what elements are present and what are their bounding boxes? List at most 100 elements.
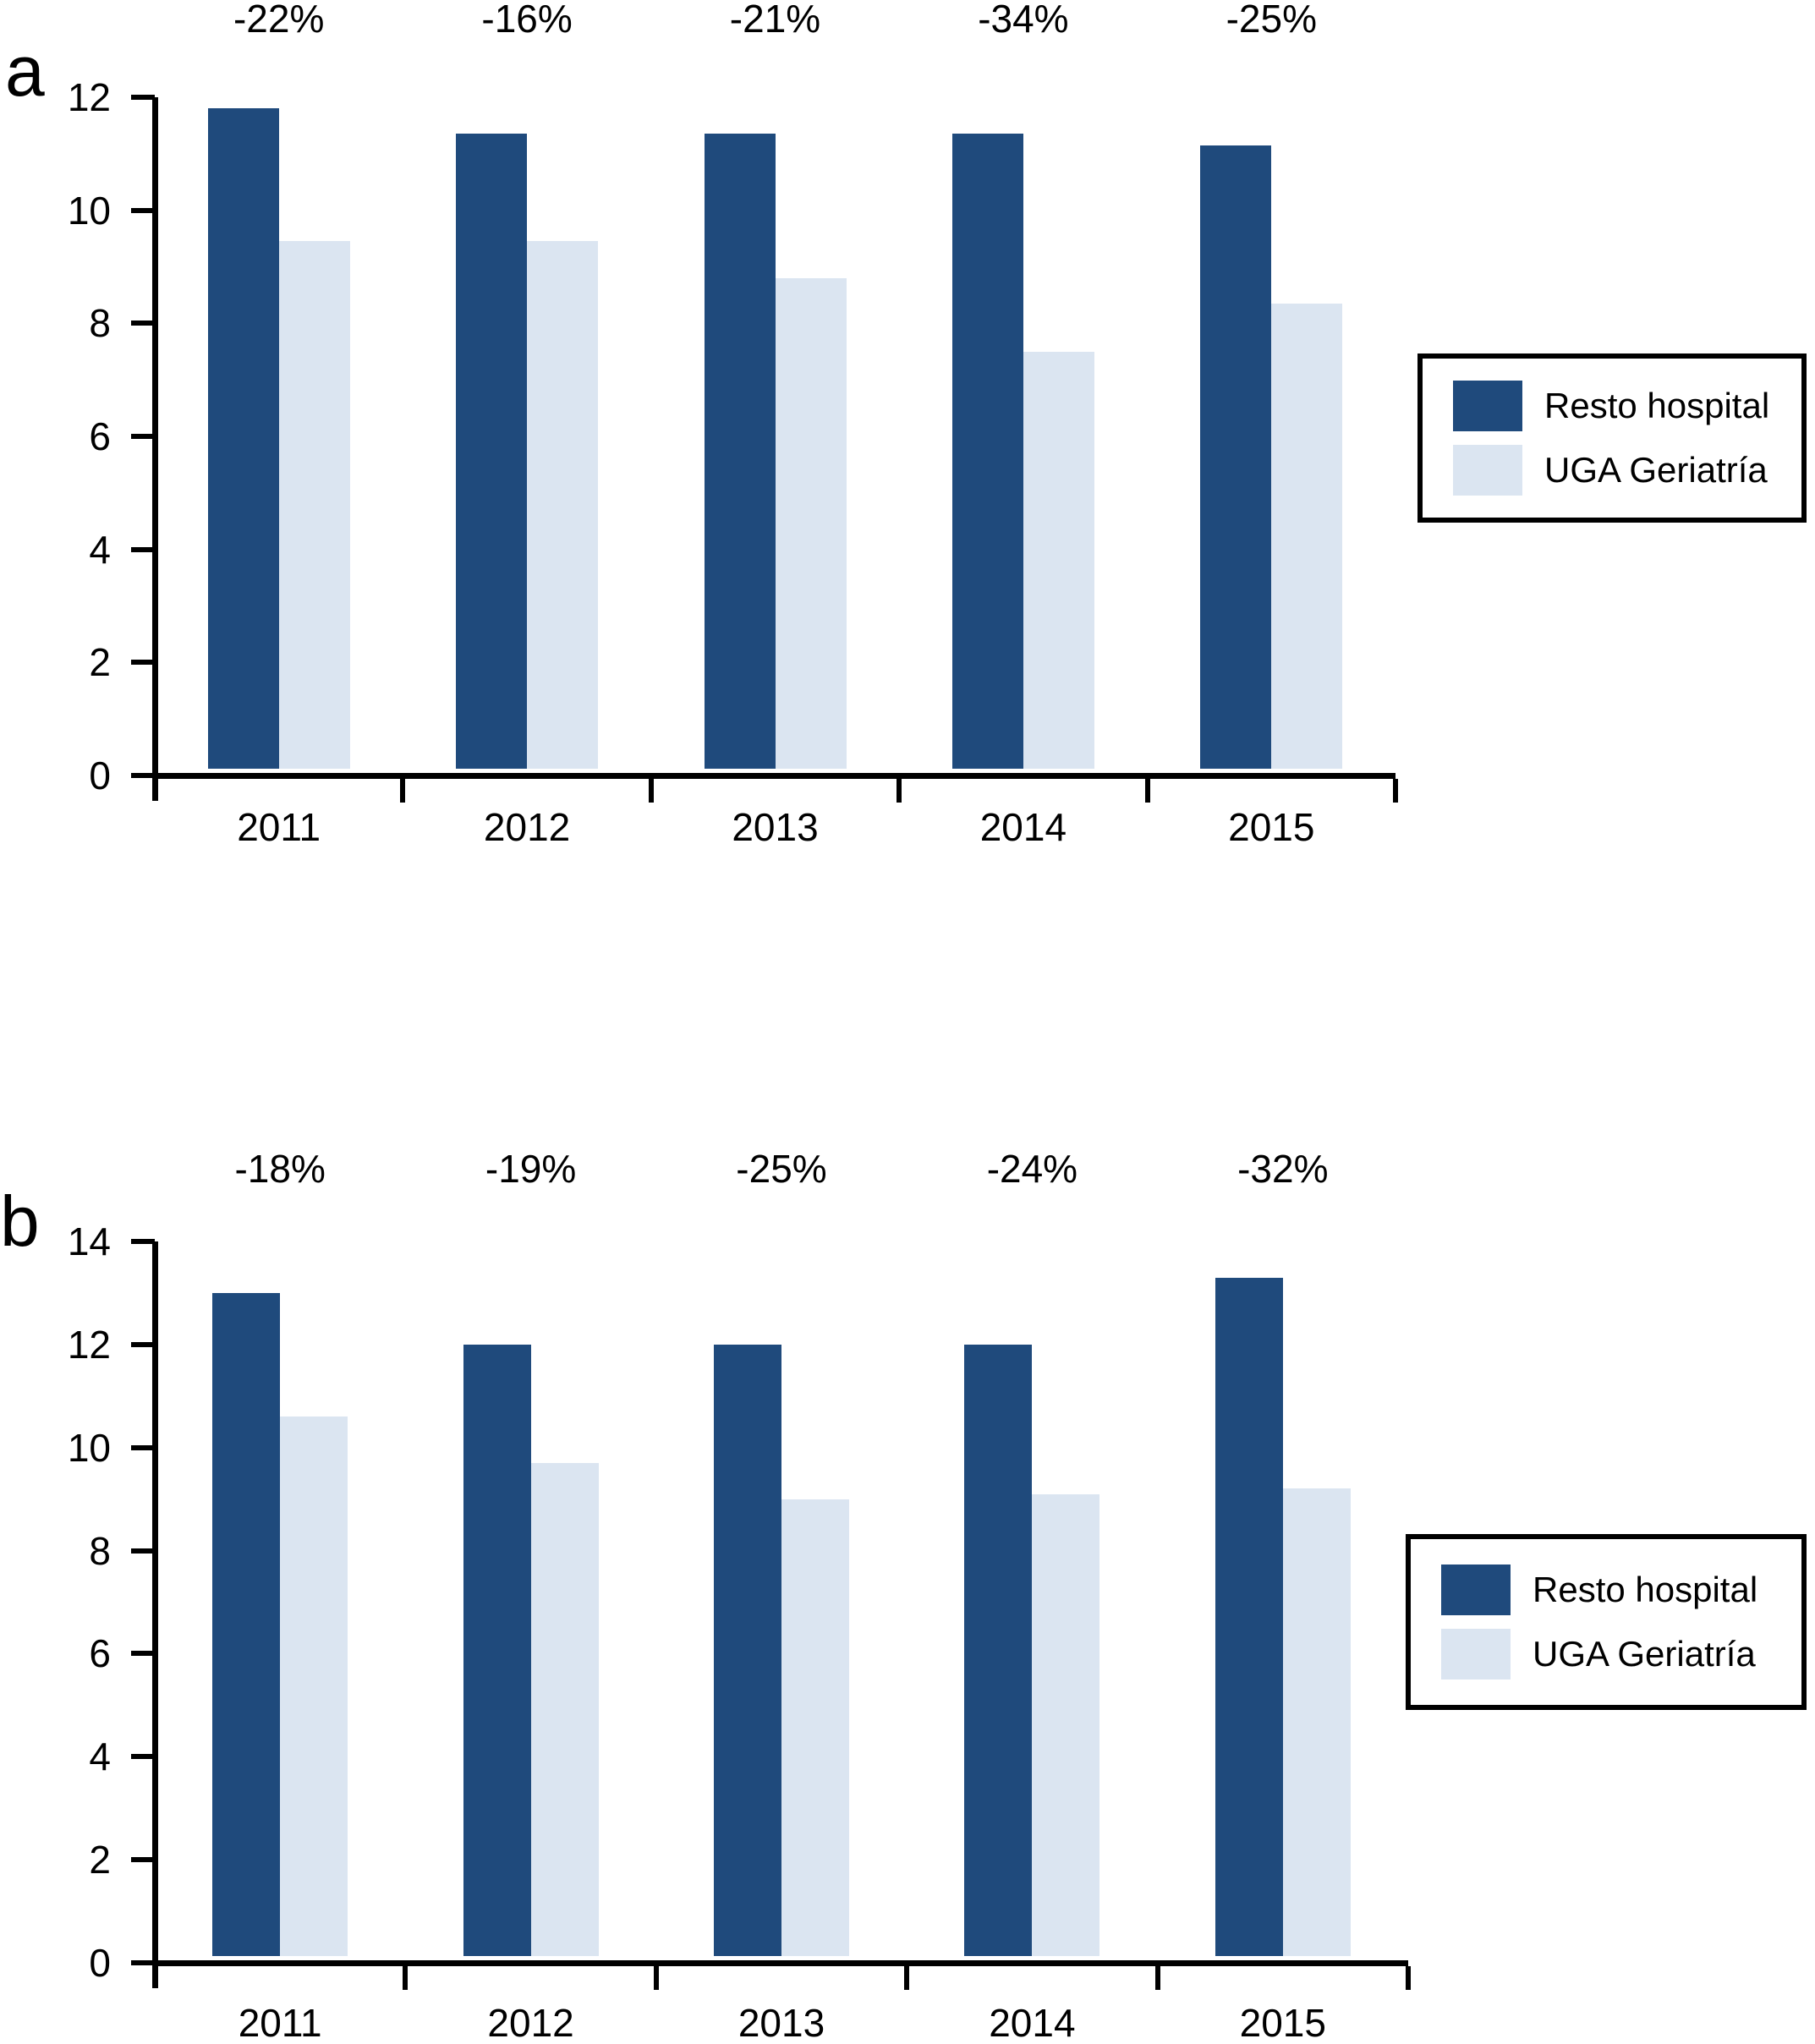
- percent-label-a-2012: -16%: [481, 0, 573, 41]
- y-tick-label-b-10: 10: [67, 1425, 111, 1470]
- legend-item-uga-geriatria: UGA Geriatría: [1453, 445, 1801, 496]
- x-tick-a-4: [1144, 779, 1150, 803]
- y-tick-b-10: [131, 1444, 155, 1450]
- year-label-b-2013: 2013: [738, 2001, 825, 2044]
- bar-b-2015-uga: [1282, 1488, 1351, 1956]
- x-tick-a-1: [400, 779, 406, 803]
- bar-b-2011-resto: [212, 1292, 281, 1956]
- panel-a-legend: Resto hospital UGA Geriatría: [1417, 353, 1807, 523]
- x-axis-a: [152, 773, 1396, 779]
- bar-b-2011-uga: [280, 1417, 348, 1956]
- x-tick-b-4: [1154, 1966, 1160, 1990]
- bar-a-2015-uga: [1271, 303, 1343, 769]
- bar-a-2011-uga: [278, 241, 350, 769]
- percent-label-b-2011: -18%: [234, 1147, 326, 1191]
- y-tick-b-2: [131, 1857, 155, 1863]
- bar-a-2014-resto: [951, 134, 1023, 769]
- y-tick-label-a-4: 4: [89, 527, 111, 572]
- uga-geriatria-label: UGA Geriatría: [1533, 1634, 1756, 1674]
- percent-label-b-2015: -32%: [1237, 1147, 1329, 1191]
- y-tick-label-a-2: 2: [89, 640, 111, 685]
- x-tick-b-1: [403, 1966, 409, 1990]
- percent-label-a-2014: -34%: [978, 0, 1069, 41]
- resto-hospital-label: Resto hospital: [1533, 1570, 1758, 1609]
- y-axis-a: [152, 97, 158, 801]
- y-tick-label-a-6: 6: [89, 414, 111, 458]
- bar-a-2015-resto: [1200, 145, 1272, 769]
- resto-hospital-swatch: [1441, 1565, 1511, 1615]
- percent-label-a-2011: -22%: [233, 0, 325, 41]
- y-tick-a-12: [131, 95, 155, 100]
- bar-a-2011-resto: [207, 108, 279, 769]
- year-label-b-2012: 2012: [487, 2001, 574, 2044]
- uga-geriatria-swatch: [1441, 1629, 1511, 1680]
- year-label-a-2015: 2015: [1228, 805, 1315, 849]
- bar-b-2015-resto: [1215, 1277, 1283, 1956]
- y-tick-a-10: [131, 207, 155, 213]
- panel-b-letter: b: [0, 1181, 40, 1261]
- bar-a-2013-resto: [704, 134, 776, 769]
- y-tick-a-2: [131, 660, 155, 666]
- legend-item-uga-geriatria: UGA Geriatría: [1441, 1629, 1801, 1680]
- y-tick-b-12: [131, 1341, 155, 1347]
- y-tick-label-b-0: 0: [89, 1941, 111, 1985]
- bar-a-2013-uga: [775, 277, 847, 769]
- y-tick-label-b-6: 6: [89, 1631, 111, 1676]
- y-tick-label-a-0: 0: [89, 753, 111, 797]
- bar-b-2014-resto: [964, 1344, 1033, 1956]
- y-tick-b-4: [131, 1754, 155, 1760]
- year-label-a-2014: 2014: [979, 805, 1067, 849]
- year-label-a-2011: 2011: [237, 805, 321, 849]
- x-tick-a-3: [897, 779, 902, 803]
- y-tick-label-b-14: 14: [67, 1219, 111, 1263]
- year-label-b-2015: 2015: [1239, 2001, 1326, 2044]
- bar-b-2014-uga: [1032, 1493, 1100, 1956]
- y-tick-label-a-12: 12: [67, 75, 111, 119]
- x-tick-b-3: [904, 1966, 910, 1990]
- percent-label-a-2013: -21%: [729, 0, 821, 41]
- panel-a-letter: a: [5, 31, 45, 111]
- percent-label-a-2015: -25%: [1226, 0, 1317, 41]
- uga-geriatria-label: UGA Geriatría: [1544, 450, 1768, 490]
- legend-item-resto-hospital: Resto hospital: [1441, 1565, 1801, 1615]
- year-label-b-2011: 2011: [238, 2001, 322, 2044]
- y-tick-label-b-4: 4: [89, 1734, 111, 1779]
- uga-geriatria-swatch: [1453, 445, 1522, 496]
- y-tick-a-0: [131, 773, 155, 778]
- percent-label-b-2012: -19%: [485, 1147, 577, 1191]
- percent-label-b-2014: -24%: [986, 1147, 1078, 1191]
- y-tick-label-b-12: 12: [67, 1322, 111, 1367]
- x-axis-b: [152, 1960, 1408, 1966]
- y-tick-label-a-8: 8: [89, 301, 111, 346]
- resto-hospital-swatch: [1453, 381, 1522, 431]
- y-tick-a-8: [131, 321, 155, 326]
- y-tick-b-14: [131, 1239, 155, 1244]
- y-tick-label-b-8: 8: [89, 1528, 111, 1573]
- year-label-a-2013: 2013: [732, 805, 819, 849]
- bar-b-2013-resto: [714, 1344, 781, 1956]
- bar-b-2012-uga: [530, 1462, 599, 1956]
- legend-item-resto-hospital: Resto hospital: [1453, 381, 1801, 431]
- panel-b-legend: Resto hospital UGA Geriatría: [1406, 1534, 1807, 1710]
- x-tick-a-2: [648, 779, 654, 803]
- bar-a-2014-uga: [1023, 351, 1094, 769]
- x-tick-b-2: [653, 1966, 659, 1990]
- x-tick-b-5: [1406, 1966, 1411, 1990]
- bar-a-2012-uga: [527, 241, 599, 769]
- year-label-a-2012: 2012: [483, 805, 571, 849]
- y-tick-b-6: [131, 1651, 155, 1657]
- percent-label-b-2013: -25%: [736, 1147, 827, 1191]
- y-tick-b-8: [131, 1548, 155, 1554]
- x-tick-a-5: [1393, 779, 1398, 803]
- bar-b-2012-resto: [463, 1344, 531, 1956]
- resto-hospital-label: Resto hospital: [1544, 386, 1770, 425]
- y-tick-label-a-10: 10: [67, 188, 111, 233]
- y-axis-b: [152, 1241, 158, 1988]
- year-label-b-2014: 2014: [989, 2001, 1076, 2044]
- y-tick-a-6: [131, 434, 155, 439]
- y-tick-b-0: [131, 1960, 155, 1965]
- y-tick-label-b-2: 2: [89, 1838, 111, 1882]
- y-tick-a-4: [131, 546, 155, 552]
- bar-a-2012-resto: [456, 134, 528, 769]
